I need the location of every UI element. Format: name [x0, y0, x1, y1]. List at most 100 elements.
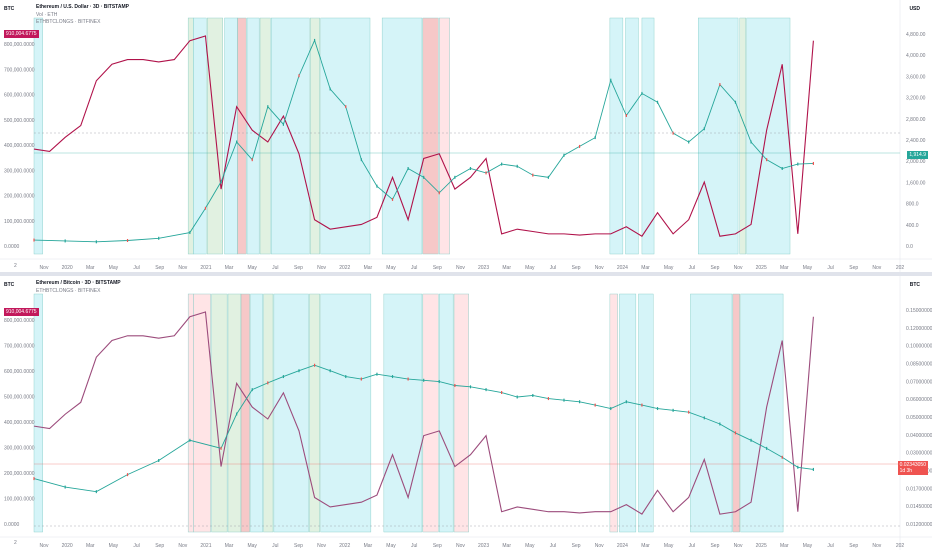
highlight-zone	[422, 293, 439, 533]
candle	[360, 158, 362, 162]
series-legend[interactable]: ETHBTCLONGS · BITFINEX	[36, 19, 101, 25]
left-tick-label: 0.0000	[4, 244, 20, 250]
candle	[781, 167, 783, 170]
candle	[438, 191, 440, 195]
time-tick-label: Sep	[849, 265, 858, 271]
eth-btc-chart[interactable]: 0.0000 100,000.0000 200,000.0000 300,000.00…	[0, 276, 932, 550]
highlight-zone	[439, 293, 454, 533]
time-tick-label: Nov	[40, 265, 49, 271]
time-tick-label: Mar	[641, 543, 650, 549]
time-tick-label: Mar	[364, 265, 373, 271]
candle	[345, 375, 347, 379]
highlight-zone	[609, 293, 618, 533]
highlight-zone	[453, 293, 469, 533]
candle	[64, 239, 66, 243]
candle	[641, 403, 643, 407]
candle	[610, 78, 612, 82]
candle	[672, 408, 674, 412]
candle	[719, 422, 721, 426]
highlight-zone	[439, 17, 450, 255]
highlight-zone	[33, 293, 43, 533]
chart-title[interactable]: Ethereum / U.S. Dollar · 3D · BITSTAMP	[36, 4, 129, 10]
time-tick-label: Nov	[734, 543, 743, 549]
candle	[812, 161, 814, 165]
pane-divider[interactable]	[0, 272, 932, 276]
highlight-zone	[690, 293, 733, 533]
time-tick-label: 2022	[339, 543, 350, 549]
candle	[485, 388, 487, 392]
price-value: 0.02343050	[899, 462, 926, 468]
left-tick-label: 0.0000	[4, 522, 20, 528]
plot-background	[0, 0, 932, 272]
right-tick-label: 0.07000000	[906, 379, 932, 385]
highlight-zone	[739, 17, 747, 255]
right-price-tag: 1,914.9	[907, 151, 928, 159]
candle	[485, 171, 487, 175]
chart-title[interactable]: Ethereum / Bitcoin · 3D · BITSTAMP	[36, 280, 121, 286]
left-tick-label: 800,000.0000	[4, 318, 35, 324]
time-tick-label: Nov	[456, 265, 465, 271]
highlight-zone	[193, 293, 211, 533]
right-tick-label: 1,600.00	[906, 180, 926, 186]
candle	[578, 144, 581, 148]
candle	[610, 407, 612, 411]
candle	[189, 231, 191, 235]
eth-usd-pane[interactable]: 0.0000 100,000.0000 200,000.0000 300,000.00…	[0, 0, 932, 272]
highlight-zone	[227, 293, 242, 533]
highlight-zone	[638, 293, 654, 533]
series-legend[interactable]: ETHBTCLONGS · BITFINEX	[36, 288, 101, 294]
time-tick-label: Jul	[411, 543, 417, 549]
candle	[189, 438, 191, 442]
time-tick-label: Sep	[710, 543, 719, 549]
highlight-zone	[625, 17, 639, 255]
time-tick-label: May	[386, 543, 396, 549]
highlight-zone	[211, 293, 228, 533]
candle	[594, 403, 596, 407]
candle	[391, 197, 394, 201]
highlight-zone	[310, 17, 320, 255]
highlight-zone	[732, 293, 740, 533]
time-tick-label: Sep	[433, 265, 442, 271]
candle	[95, 490, 97, 494]
candle	[703, 127, 705, 131]
right-tick-label: 0.0	[906, 244, 913, 250]
highlight-zone	[187, 17, 194, 255]
highlight-zone	[320, 17, 371, 255]
candle	[703, 416, 705, 420]
candle	[267, 381, 269, 385]
time-tick-label: Nov	[317, 265, 326, 271]
axis-corner-label: 2	[14, 263, 17, 269]
candle	[236, 412, 238, 416]
candle	[469, 167, 472, 170]
left-tick-label: 400,000.0000	[4, 143, 35, 149]
candle	[688, 410, 690, 414]
right-tick-label: 0.03000000	[906, 451, 932, 457]
candle	[360, 377, 362, 381]
candle	[501, 162, 503, 166]
eth-btc-pane[interactable]: 0.0000 100,000.0000 200,000.0000 300,000.00…	[0, 276, 932, 550]
right-scale-label: BTC	[909, 282, 920, 288]
eth-usd-chart[interactable]: 0.0000 100,000.0000 200,000.0000 300,000.00…	[0, 0, 932, 272]
highlight-zone	[263, 293, 274, 533]
candle	[282, 375, 285, 379]
candle	[251, 388, 253, 392]
left-tick-label: 200,000.0000	[4, 471, 35, 477]
highlight-zone	[246, 17, 260, 255]
time-tick-label: Mar	[86, 543, 95, 549]
time-tick-label: Mar	[502, 543, 511, 549]
candle	[563, 153, 565, 157]
left-tick-label: 300,000.0000	[4, 168, 35, 174]
highlight-zone	[641, 17, 655, 255]
time-tick-label: 2024	[617, 265, 628, 271]
candle	[329, 87, 331, 91]
candle	[282, 122, 285, 126]
time-tick-label: Nov	[595, 543, 604, 549]
time-tick-label: May	[664, 265, 674, 271]
time-tick-label: May	[664, 543, 674, 549]
candle	[33, 477, 35, 481]
highlight-zone	[309, 293, 320, 533]
candle	[547, 175, 550, 179]
volume-legend[interactable]: Vol · ETH	[36, 12, 58, 18]
time-tick-label: Jul	[827, 265, 833, 271]
candle	[656, 100, 659, 104]
